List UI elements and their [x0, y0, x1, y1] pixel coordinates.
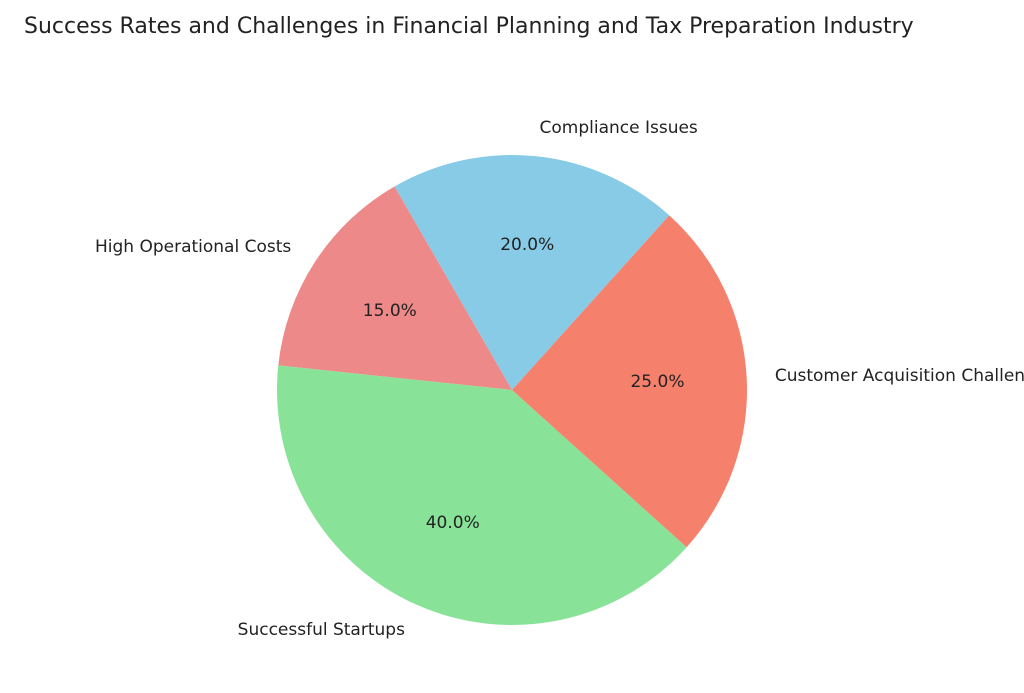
pie-svg: [0, 0, 1024, 693]
pie-pct-label: 40.0%: [426, 513, 480, 533]
pie-pct-label: 15.0%: [363, 301, 417, 321]
pie-pct-label: 20.0%: [500, 235, 554, 255]
pie-slice-label: Compliance Issues: [540, 118, 698, 138]
pie-slice-label: High Operational Costs: [95, 237, 291, 257]
pie-slice-label: Successful Startups: [238, 620, 405, 640]
pie-slice-label: Customer Acquisition Challenges: [775, 366, 1024, 386]
pie-pct-label: 25.0%: [630, 372, 684, 392]
pie-chart-container: Success Rates and Challenges in Financia…: [0, 0, 1024, 693]
